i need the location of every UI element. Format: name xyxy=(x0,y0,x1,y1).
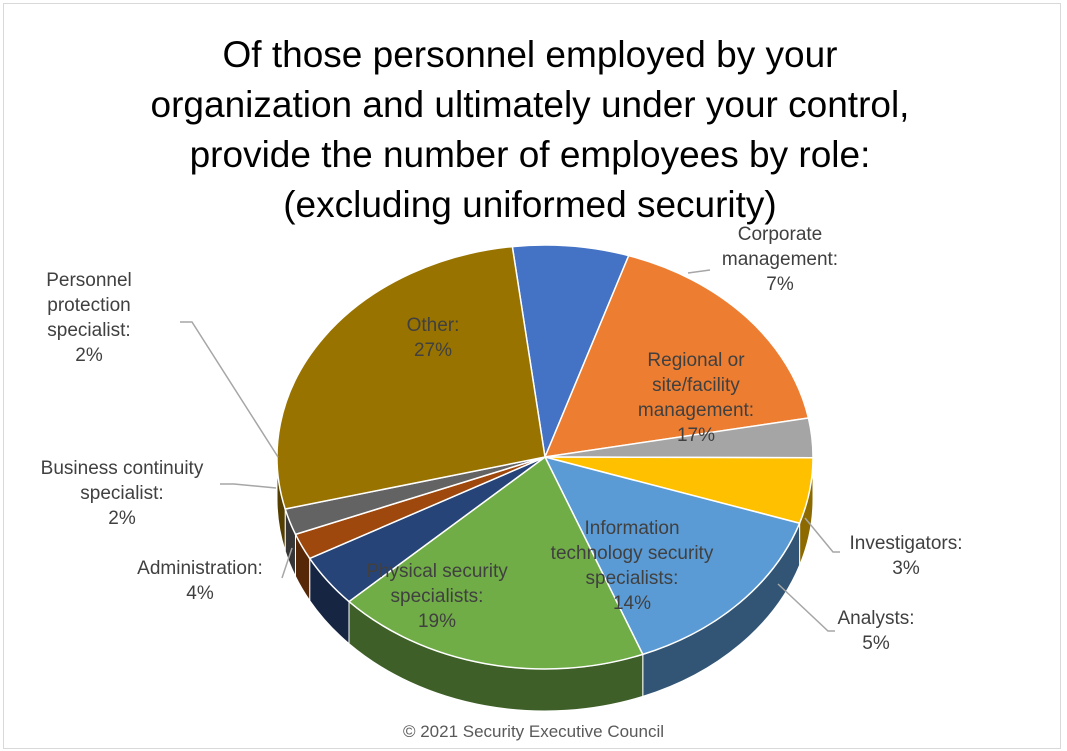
chart-title-line-2: organization and ultimately under your c… xyxy=(150,84,910,125)
chart-title-line-1: Of those personnel employed by your xyxy=(222,34,838,75)
data-label-1-line-0: Regional or xyxy=(647,350,745,371)
pie-slice-1 xyxy=(543,254,810,458)
data-label-8-line-3: 2% xyxy=(75,345,103,366)
data-label-5-line-2: 19% xyxy=(418,611,456,632)
data-label-3-line-0: Analysts: xyxy=(837,608,914,629)
data-label-8-line-1: protection xyxy=(47,295,130,316)
data-label-5-line-0: Physical security xyxy=(366,561,508,582)
data-label-0-line-0: Corporate xyxy=(738,224,823,245)
leader-line-0 xyxy=(687,269,711,274)
data-label-1-line-3: 17% xyxy=(677,425,715,446)
data-label-1: Regional or site/facility management: 17% xyxy=(638,350,754,446)
pie-slice-5 xyxy=(347,455,644,670)
data-label-4-line-3: 14% xyxy=(613,593,651,614)
data-label-9: Other: 27% xyxy=(407,315,460,361)
chart-title-line-3: provide the number of employees by role: xyxy=(189,134,871,175)
data-label-8-line-2: specialist: xyxy=(47,320,130,341)
data-label-5-line-1: specialists: xyxy=(391,586,484,607)
data-label-1-line-2: management: xyxy=(638,400,754,421)
pie-slice-9 xyxy=(276,245,546,510)
pie-slice-0 xyxy=(511,244,630,460)
data-label-1-line-1: site/facility xyxy=(652,375,740,396)
data-label-4-line-2: specialists: xyxy=(586,568,679,589)
data-label-9-line-1: 27% xyxy=(414,340,452,361)
data-label-6-line-0: Administration: xyxy=(137,558,263,579)
data-label-2-line-1: 3% xyxy=(892,558,920,579)
data-label-6: Administration: 4% xyxy=(137,558,263,604)
data-label-6-line-1: 4% xyxy=(186,583,214,604)
pie-top-faces xyxy=(276,244,814,670)
leader-line-7 xyxy=(220,483,277,489)
pie-data-labels: Corporate management: 7% Regional or site/fa… xyxy=(41,224,963,654)
data-label-3: Analysts: 5% xyxy=(837,608,914,654)
data-label-2: Investigators: 3% xyxy=(850,533,963,579)
leader-line-3 xyxy=(777,583,835,632)
data-label-5: Physical security specialists: 19% xyxy=(366,561,508,632)
data-label-8: Personnel protection specialist: 2% xyxy=(46,270,132,366)
copyright-footer: © 2021 Security Executive Council xyxy=(402,722,665,741)
chart-title: Of those personnel employed by your orga… xyxy=(40,30,1020,230)
chart-title-line-4: (excluding uniformed security) xyxy=(283,184,777,225)
data-label-4: Information technology security specialist… xyxy=(551,518,714,614)
data-label-0-line-1: management: xyxy=(722,249,838,270)
leader-line-6 xyxy=(281,547,293,579)
data-label-8-line-0: Personnel xyxy=(46,270,132,291)
data-label-7-line-2: 2% xyxy=(108,508,136,529)
leader-line-8 xyxy=(180,321,279,458)
data-label-7-line-1: specialist: xyxy=(80,483,163,504)
pie-slice-4 xyxy=(543,455,801,656)
data-label-3-line-1: 5% xyxy=(862,633,890,654)
data-label-2-line-0: Investigators: xyxy=(850,533,963,554)
data-label-0-line-2: 7% xyxy=(766,274,794,295)
data-label-0: Corporate management: 7% xyxy=(722,224,838,295)
data-label-7: Business continuity specialist: 2% xyxy=(41,458,204,529)
data-label-4-line-1: technology security xyxy=(551,543,714,564)
data-label-4-line-0: Information xyxy=(584,518,679,539)
leader-line-2 xyxy=(804,517,840,553)
data-label-7-line-0: Business continuity xyxy=(41,458,204,479)
data-label-9-line-0: Other: xyxy=(407,315,460,336)
